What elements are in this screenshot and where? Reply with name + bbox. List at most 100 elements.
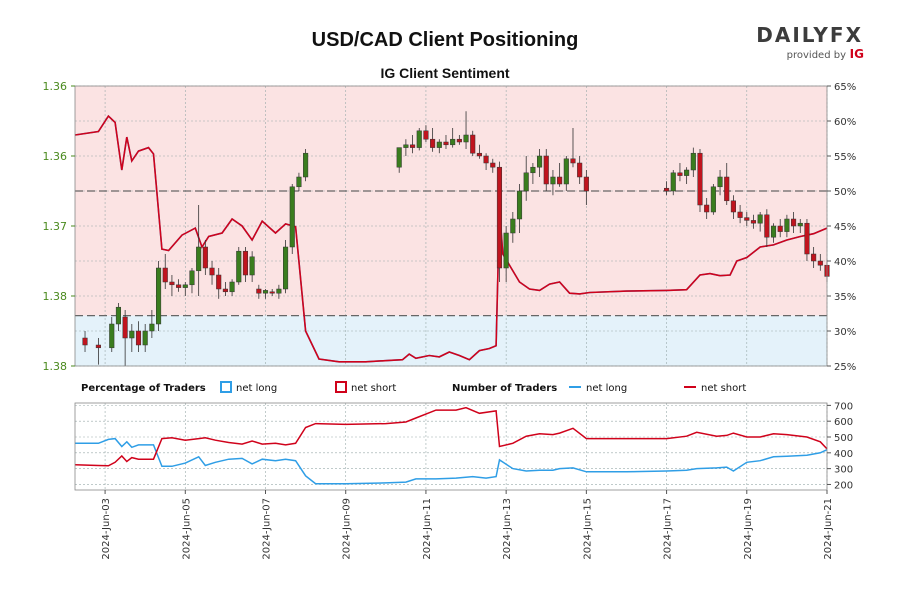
candle-body	[169, 281, 175, 286]
count-series	[74, 406, 828, 485]
date-tick-label: 2024-Jun-13	[502, 498, 513, 560]
chart-subtitle: IG Client Sentiment	[380, 65, 509, 81]
brand-ig: IG	[850, 47, 864, 61]
candle-body	[797, 222, 803, 227]
candle-body	[216, 274, 222, 290]
candle-body	[115, 306, 121, 325]
count-gridlines	[75, 403, 828, 490]
date-tick-label: 2024-Jun-11	[422, 498, 433, 560]
candle-body	[289, 186, 295, 248]
price-tick-label: 1.38	[43, 360, 68, 373]
sentiment-tick-label: 25%	[834, 362, 856, 373]
candle-body	[149, 323, 155, 332]
sentiment-tick-label: 65%	[834, 82, 856, 93]
date-tick-label: 2024-Jun-15	[582, 498, 593, 560]
candle-body	[423, 130, 429, 140]
candle-body	[269, 291, 275, 294]
candle-body	[543, 155, 549, 185]
count-panel-frame	[74, 402, 828, 491]
candle-body	[670, 172, 676, 192]
legend-pct-short-label: net short	[351, 383, 396, 394]
candle-body	[122, 316, 128, 339]
candle-body	[262, 290, 269, 294]
candle-body	[182, 284, 188, 288]
date-tick-label: 2024-Jun-17	[663, 498, 674, 560]
date-tick-label: 2024-Jun-09	[342, 498, 353, 560]
candle-body	[770, 225, 777, 238]
count-tick-label: 400	[834, 449, 853, 460]
candle-body	[757, 214, 763, 224]
candle-body	[577, 162, 583, 178]
count-tick-label: 600	[834, 417, 853, 428]
candle-body	[249, 256, 255, 276]
price-tick-label: 1.36	[43, 80, 68, 93]
candle-body	[450, 138, 456, 146]
candle-body	[784, 218, 790, 232]
sentiment-tick-label: 40%	[834, 257, 856, 268]
candle-body	[710, 186, 716, 213]
candle-body	[470, 134, 476, 154]
candle-body	[436, 141, 442, 148]
candle-body	[777, 225, 783, 232]
candle-body	[456, 138, 462, 143]
candle-body	[109, 323, 115, 349]
candle-body	[684, 169, 690, 176]
trader-count-panel: 200 300 400 500 600 700	[74, 401, 853, 491]
candle-body	[209, 267, 215, 276]
candle-body	[129, 330, 135, 339]
count-axis: 200 300 400 500 600 700	[827, 401, 853, 491]
candle-body	[416, 130, 422, 148]
candle-body	[196, 246, 202, 272]
candle-body	[724, 176, 730, 202]
candle-body	[817, 260, 823, 266]
candle-body	[82, 337, 88, 346]
candle-body	[463, 134, 469, 143]
brand-wordmark: DAILYFX	[756, 23, 863, 47]
candle-body	[162, 267, 168, 283]
candlestick-series	[82, 111, 830, 366]
candle-body	[202, 246, 208, 269]
candle-body	[135, 330, 142, 346]
legend-pct-long-label: net long	[236, 383, 277, 394]
price-tick-label: 1.38	[43, 290, 68, 303]
candle-body	[443, 141, 449, 146]
candle-body	[503, 232, 509, 269]
candle-body	[476, 152, 482, 157]
candle-body	[490, 162, 496, 168]
candle-body	[142, 330, 148, 346]
candle-body	[811, 253, 817, 262]
candle-body	[396, 147, 402, 168]
count-tick-label: 500	[834, 433, 853, 444]
legend-pct-title: Percentage of Traders	[81, 383, 206, 394]
candle-body	[717, 176, 723, 188]
sentiment-axis: 25% 30% 35% 40% 45% 50% 55% 60% 65%	[827, 82, 856, 373]
candle-body	[222, 288, 228, 293]
candle-body	[677, 172, 683, 176]
price-tick-label: 1.36	[43, 150, 68, 163]
candle-body	[664, 187, 670, 192]
legend-pct-short-swatch	[335, 381, 347, 393]
sentiment-tick-label: 55%	[834, 152, 856, 163]
candle-body	[430, 138, 436, 148]
candle-body	[516, 190, 523, 220]
sentiment-tick-label: 50%	[834, 187, 856, 198]
legend-num-title: Number of Traders	[452, 383, 557, 394]
candle-body	[737, 211, 743, 218]
legend-num-long-label: net long	[586, 383, 627, 394]
net-long-area	[75, 315, 827, 366]
candle-body	[189, 270, 195, 286]
net-long-count-line	[75, 437, 828, 485]
chart-title: USD/CAD Client Positioning	[312, 29, 579, 51]
candle-body	[410, 144, 416, 148]
candle-body	[570, 158, 576, 164]
sentiment-tick-label: 35%	[834, 292, 856, 303]
candle-body	[303, 152, 309, 178]
candle-body	[764, 214, 770, 238]
legend-num-short-label: net short	[701, 383, 746, 394]
candle-body	[563, 158, 569, 185]
date-tick-label: 2024-Jun-21	[823, 498, 834, 560]
count-tick-label: 700	[834, 401, 853, 412]
candle-body	[510, 218, 516, 234]
price-panel: 1.36 1.36 1.37 1.38 1.38 25% 30% 35% 40% 45% 50% 5…	[43, 80, 857, 373]
